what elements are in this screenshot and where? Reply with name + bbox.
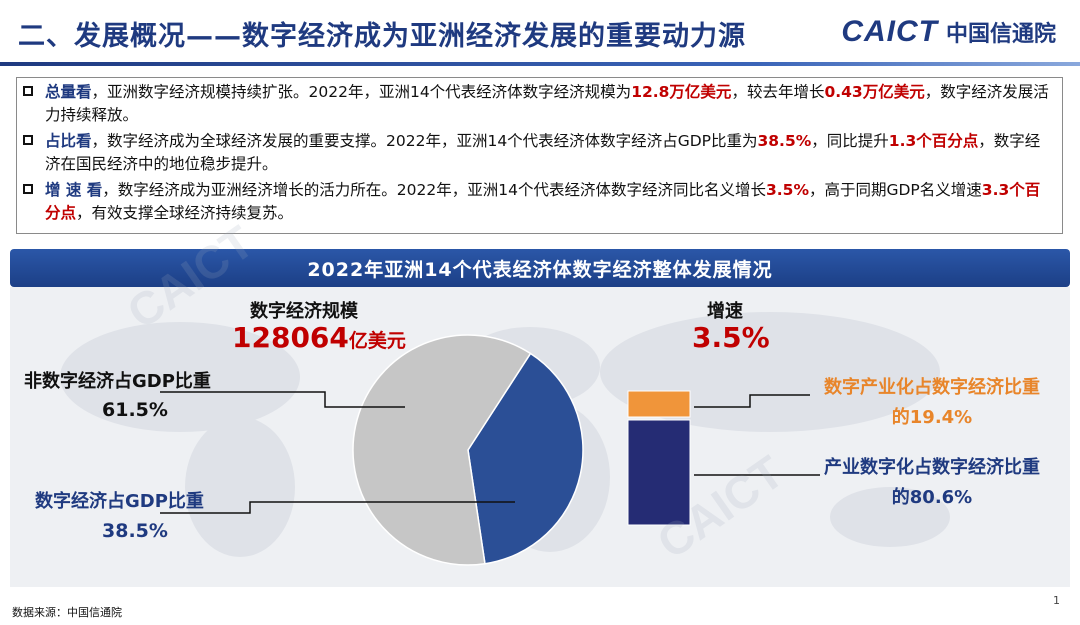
infographic-svg [60, 312, 950, 566]
leader-line-non-digital [160, 391, 405, 408]
page-title: 二、发展概况——数字经济成为亚洲经济发展的重要动力源 [18, 21, 746, 52]
highlight-value: 12.8万亿美元 [631, 83, 732, 101]
bullet-text: 增 速 看，数字经济成为亚洲经济增长的活力所在。2022年，亚洲14个代表经济体… [45, 181, 1040, 222]
bullet-segment: ，数字经济成为亚洲经济增长的活力所在。2022年，亚洲14个代表经济体数字经济同… [102, 181, 766, 199]
scale-value: 128064 [232, 321, 349, 354]
leader-line-digital [160, 501, 515, 514]
summary-bullet-total: 总量看，亚洲数字经济规模持续扩张。2022年，亚洲14个代表经济体数字经济规模为… [23, 81, 1054, 127]
pie-label-digital: 数字经济占GDP比重 [35, 491, 204, 512]
summary-bullet-share: 占比看，数字经济成为全球经济发展的重要支撑。2022年，亚洲14个代表经济体数字… [23, 130, 1054, 176]
summary-box: 总量看，亚洲数字经济规模持续扩张。2022年，亚洲14个代表经济体数字经济规模为… [16, 77, 1063, 234]
bullet-segment: ，有效支撑全球经济持续复苏。 [76, 204, 294, 222]
bullet-keyword: 增 速 看 [45, 181, 103, 199]
logo-text-cn: 中国信通院 [945, 22, 1056, 47]
stacked-bar [627, 390, 691, 526]
bullet-segment: ，高于同期GDP名义增速 [808, 181, 982, 199]
bullet-segment: ，亚洲数字经济规模持续扩张。2022年，亚洲14个代表经济体数字经济规模为 [91, 83, 632, 101]
bullet-keyword: 总量看 [45, 83, 92, 101]
logo-text-en: CAICT [841, 15, 938, 48]
leader-line-digital-industrialization [694, 394, 810, 408]
scale-unit: 亿美元 [348, 330, 406, 352]
leader-lines [160, 391, 820, 514]
pie-chart [352, 334, 584, 566]
bullet-segment: ，较去年增长 [731, 83, 825, 101]
checkbox-bullet-icon [23, 184, 33, 194]
bar-segment-industrial-digitalization [627, 419, 691, 526]
highlight-value: 0.43万亿美元 [824, 83, 925, 101]
pie-label-non-digital: 非数字经济占GDP比重 [24, 371, 211, 392]
section-banner: 2022年亚洲14个代表经济体数字经济整体发展情况 [10, 249, 1070, 287]
summary-bullet-growth: 增 速 看，数字经济成为亚洲经济增长的活力所在。2022年，亚洲14个代表经济体… [23, 179, 1054, 225]
bullet-keyword: 占比看 [45, 132, 92, 150]
highlight-value: 3.5% [765, 181, 809, 199]
bullet-text: 总量看，亚洲数字经济规模持续扩张。2022年，亚洲14个代表经济体数字经济规模为… [45, 83, 1049, 124]
bullet-segment: ，数字经济成为全球经济发展的重要支撑。2022年，亚洲14个代表经济体数字经济占… [91, 132, 758, 150]
bullet-segment: ，数字经济发展活力持续释放。 [45, 83, 1049, 124]
pie-value-non-digital: 61.5% [102, 399, 168, 421]
bar-label-industrial-digitalization: 产业数字化占数字经济比重的80.6% [822, 453, 1042, 513]
growth-value: 3.5% [692, 321, 770, 354]
infographic-panel: 数字经济规模 128064亿美元 增速 3.5% 非数字经济占GDP比重 61.… [10, 287, 1070, 587]
title-divider [0, 62, 1080, 66]
bar-label-value: 80.6% [909, 487, 973, 508]
data-source: 数据来源：中国信通院 [12, 606, 122, 619]
bullet-segment: ，数字经济在国民经济中的地位稳步提升。 [45, 132, 1041, 173]
checkbox-bullet-icon [23, 86, 33, 96]
highlight-value: 1.3个百分点 [888, 132, 979, 150]
growth-label: 增速 [707, 301, 743, 322]
caict-logo: CAICT 中国信通院 [841, 15, 1056, 49]
bar-label-text: 产业数字化占数字经济比重的 [824, 457, 1040, 508]
pie-value-digital: 38.5% [102, 520, 168, 542]
bar-label-value: 19.4% [909, 407, 973, 428]
highlight-value: 3.3个百分点 [45, 181, 1041, 222]
highlight-value: 38.5% [757, 132, 812, 150]
page-number: 1 [1053, 594, 1060, 607]
bullet-text: 占比看，数字经济成为全球经济发展的重要支撑。2022年，亚洲14个代表经济体数字… [45, 132, 1040, 173]
bar-label-digital-industrialization: 数字产业化占数字经济比重的19.4% [822, 373, 1042, 433]
scale-value-wrapper: 128064亿美元 [232, 321, 406, 354]
scale-label: 数字经济规模 [250, 301, 358, 322]
bar-label-text: 数字产业化占数字经济比重的 [824, 377, 1040, 428]
bullet-segment: ，同比提升 [811, 132, 889, 150]
bar-segment-digital-industrialization [627, 390, 691, 418]
checkbox-bullet-icon [23, 135, 33, 145]
pie-slice-non-digital [352, 334, 532, 566]
